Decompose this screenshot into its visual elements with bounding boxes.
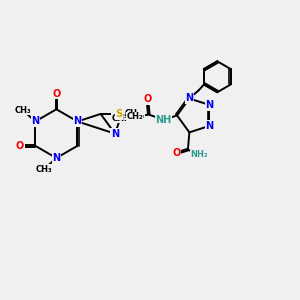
Text: O: O	[143, 94, 152, 104]
Text: CH₃: CH₃	[14, 106, 31, 115]
Text: CH₂: CH₂	[112, 114, 129, 123]
Text: CH₃: CH₃	[36, 165, 52, 174]
Text: N: N	[52, 153, 60, 163]
Text: N: N	[205, 121, 213, 131]
Text: N: N	[205, 100, 213, 110]
Text: N: N	[31, 116, 39, 127]
Text: S: S	[116, 109, 123, 119]
Text: CH₃: CH₃	[124, 109, 141, 118]
Text: S•CH₂: S•CH₂	[124, 114, 145, 119]
Text: N: N	[74, 116, 82, 127]
Text: CH₂: CH₂	[126, 112, 143, 122]
Text: N: N	[111, 129, 119, 139]
Text: O: O	[16, 141, 24, 151]
Text: NH₂: NH₂	[190, 151, 208, 160]
Text: NH: NH	[155, 115, 172, 125]
Text: N: N	[185, 94, 194, 103]
Text: O: O	[52, 89, 61, 99]
Text: O: O	[172, 148, 181, 158]
